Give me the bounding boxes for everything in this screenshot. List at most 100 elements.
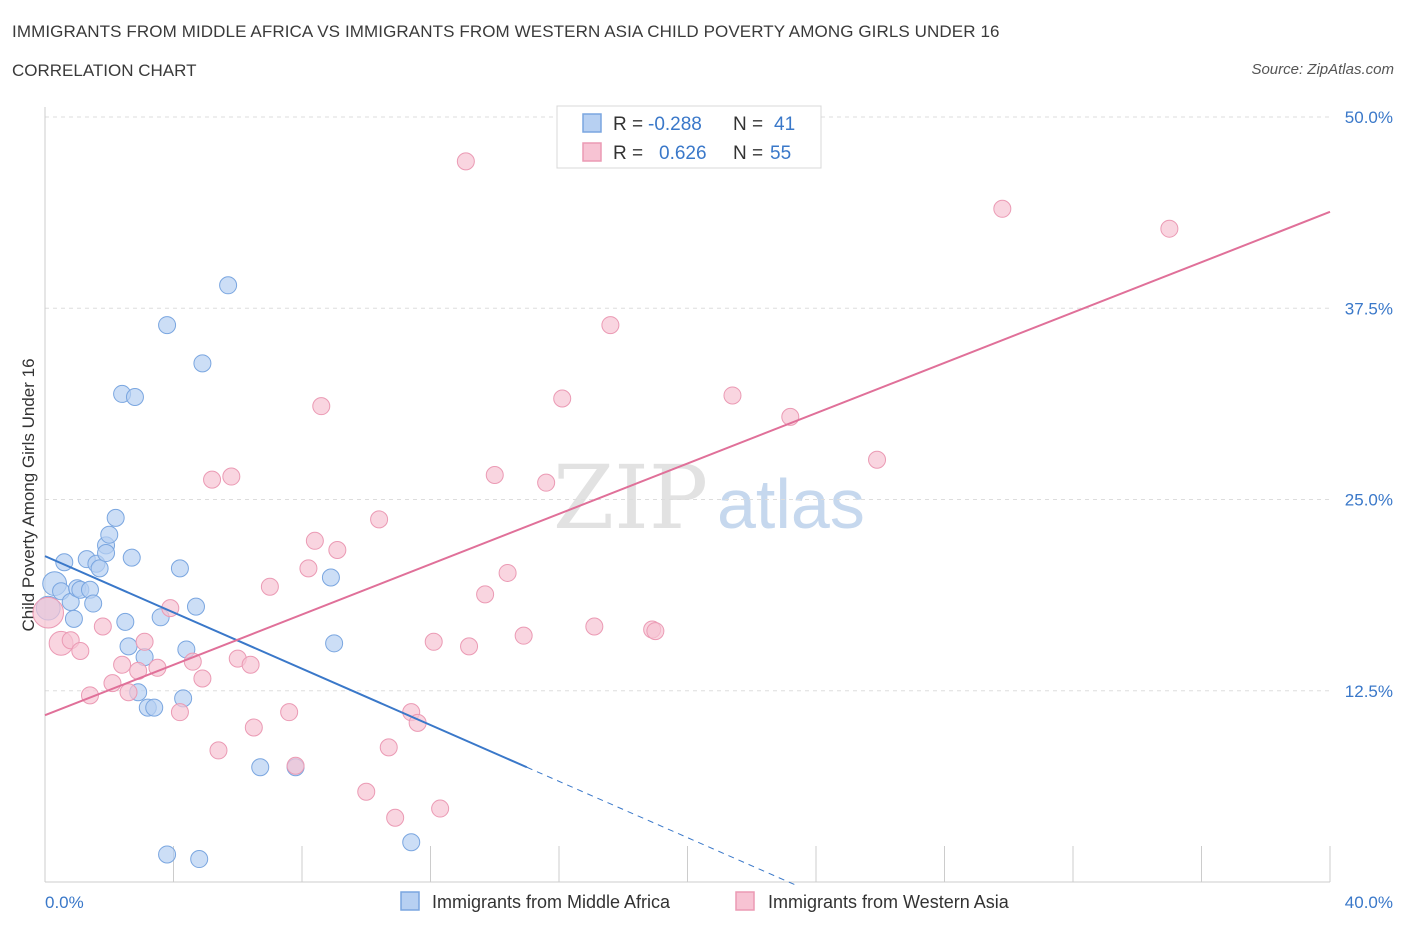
trend-lines (44, 210, 1331, 886)
data-point (260, 577, 279, 596)
series-middle-africa (35, 276, 421, 869)
data-point (456, 152, 475, 171)
axes (44, 107, 1331, 883)
tick-labels: 12.5% 25.0% 37.5% 50.0% 0.0% 40.0% (45, 108, 1393, 912)
data-point (460, 637, 479, 656)
legend-label-western-asia: Immigrants from Western Asia (768, 892, 1010, 912)
source-label: Source: ZipAtlas.com (1251, 61, 1394, 78)
data-point (431, 799, 450, 818)
legend-label-middle-africa: Immigrants from Middle Africa (432, 892, 671, 912)
legend-n-label-2: N = (733, 143, 763, 164)
legend-swatch-pink (582, 142, 602, 162)
data-point (122, 548, 141, 567)
data-point (135, 632, 154, 651)
data-point (485, 466, 504, 485)
series-legend: Immigrants from Middle Africa Immigrants… (400, 891, 1010, 912)
data-point (241, 655, 260, 674)
data-point (119, 683, 138, 702)
x-tick-label-max: 40.0% (1345, 893, 1393, 912)
data-point (424, 632, 443, 651)
legend-r-value-2: 0.626 (659, 143, 707, 164)
data-point (222, 467, 241, 486)
legend-swatch-blue (582, 113, 602, 133)
gridlines (45, 116, 1330, 692)
legend-swatch-middle-africa (400, 891, 420, 911)
data-point (158, 845, 177, 864)
x-tick-label-min: 0.0% (45, 893, 84, 912)
watermark-atlas: atlas (717, 465, 865, 543)
data-point (601, 316, 620, 335)
data-point (328, 540, 347, 559)
data-point (868, 450, 887, 469)
y-tick-label: 12.5% (1345, 682, 1393, 701)
legend-r-label-1: R = (613, 114, 643, 135)
data-point (498, 563, 517, 582)
data-point (993, 199, 1012, 218)
data-point (193, 354, 212, 373)
data-point (305, 531, 324, 550)
correlation-legend: R = -0.288 N = 41 R = 0.626 N = 55 (556, 105, 822, 169)
data-point (116, 612, 135, 631)
y-axis-label: Child Poverty Among Girls Under 16 (19, 358, 38, 631)
data-point (113, 655, 132, 674)
data-point (723, 386, 742, 405)
legend-n-value-2: 55 (770, 143, 791, 164)
series-western-asia (32, 149, 1179, 827)
data-point (321, 568, 340, 587)
data-point (325, 634, 344, 653)
data-point (1160, 219, 1179, 238)
data-point (119, 637, 138, 656)
data-point (193, 669, 212, 688)
trend-line-middle-africa (44, 555, 528, 769)
data-point (553, 389, 572, 408)
data-point (170, 559, 189, 578)
trend-line-western-asia (44, 210, 1331, 717)
y-tick-label: 50.0% (1345, 108, 1393, 127)
data-point (299, 559, 318, 578)
data-point (93, 617, 112, 636)
data-point (514, 626, 533, 645)
data-point (280, 703, 299, 722)
legend-swatch-western-asia (735, 891, 755, 911)
legend-n-label-1: N = (733, 114, 763, 135)
data-point (357, 782, 376, 801)
data-point (244, 718, 263, 737)
data-point (84, 594, 103, 613)
data-point (219, 276, 238, 295)
trend-line-middle-africa-extension (526, 766, 797, 886)
data-point (158, 316, 177, 335)
data-point (71, 641, 90, 660)
data-point (190, 850, 209, 869)
data-point (386, 808, 405, 827)
data-point (170, 703, 189, 722)
data-point (106, 508, 125, 527)
data-point (186, 597, 205, 616)
data-point (370, 510, 389, 529)
chart-subtitle: CORRELATION CHART (12, 61, 197, 80)
data-point (100, 525, 119, 544)
y-tick-label: 25.0% (1345, 491, 1393, 510)
data-point (145, 698, 164, 717)
data-point (402, 833, 421, 852)
data-point (64, 609, 83, 628)
legend-r-value-1: -0.288 (648, 114, 702, 135)
data-point (537, 473, 556, 492)
data-point (90, 559, 109, 578)
watermark-zip: ZIP (553, 446, 708, 549)
data-point (476, 585, 495, 604)
data-point (286, 756, 305, 775)
data-point (251, 758, 270, 777)
y-tick-label: 37.5% (1345, 299, 1393, 318)
data-point (97, 544, 116, 563)
data-point (379, 738, 398, 757)
data-point (203, 470, 222, 489)
legend-n-value-1: 41 (774, 114, 795, 135)
data-point (585, 617, 604, 636)
chart-title: IMMIGRANTS FROM MIDDLE AFRICA VS IMMIGRA… (12, 22, 1000, 41)
legend-r-label-2: R = (613, 143, 643, 164)
data-point (312, 397, 331, 416)
data-point (209, 741, 228, 760)
data-point (125, 387, 144, 406)
data-point (646, 622, 665, 641)
